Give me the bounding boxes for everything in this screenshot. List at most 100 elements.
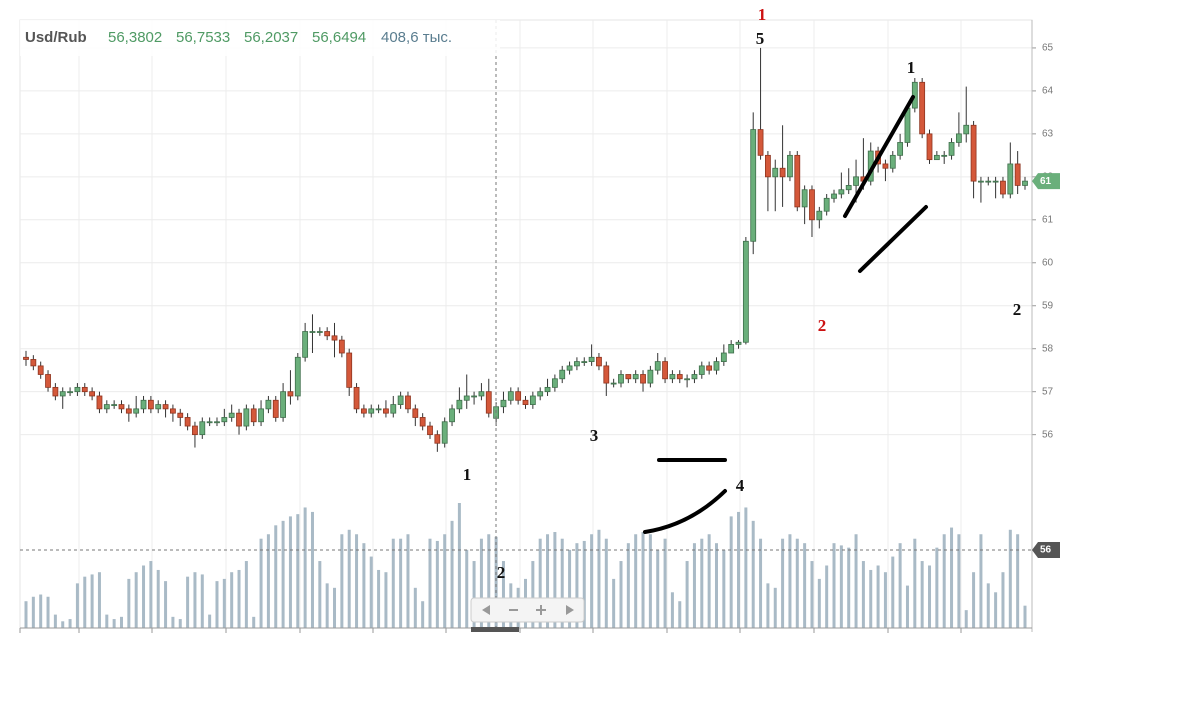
scrollbar-thumb[interactable] (471, 627, 519, 632)
header-bg (20, 20, 500, 56)
volume-bar (942, 534, 946, 628)
candle-body (177, 412, 184, 418)
candle-body (441, 421, 448, 444)
volume-bar (751, 520, 755, 628)
candle-body (757, 129, 764, 156)
volume-bar (707, 534, 711, 628)
candle-body (199, 421, 206, 436)
volume-bar (384, 572, 388, 628)
candle-body (67, 391, 73, 394)
volume-bar (737, 511, 741, 628)
candle-body (684, 378, 691, 381)
volume-bar (83, 576, 87, 628)
candle-body (507, 391, 514, 401)
nav-right[interactable] (566, 605, 574, 615)
candle-body (184, 417, 191, 427)
candle-body (853, 176, 859, 186)
volume-bar (347, 529, 351, 628)
volume-value: 408,6 тыс. (381, 29, 452, 46)
candle-body (294, 356, 301, 397)
candle-body (140, 399, 147, 410)
candle-body (809, 189, 815, 221)
nav-left[interactable] (482, 605, 490, 615)
candle-body (794, 154, 801, 208)
candle-body (698, 365, 705, 375)
volume-bar (266, 534, 270, 628)
candle-body (236, 412, 242, 427)
annotation: 4 (736, 476, 745, 495)
candle-body (463, 395, 470, 401)
volume-bar (1001, 572, 1005, 628)
volume-bar (31, 596, 35, 628)
candle-body (889, 154, 896, 169)
candle-body (214, 421, 220, 424)
volume-bar (53, 614, 57, 628)
candle-body (588, 356, 595, 362)
volume-bar (465, 549, 469, 628)
candle-body (456, 399, 463, 410)
candle-body (963, 124, 970, 135)
volume-bar (112, 619, 116, 628)
candle-body (96, 395, 103, 410)
candle-body (720, 352, 727, 362)
candle-body (948, 142, 955, 156)
annotation: 2 (1013, 300, 1022, 319)
volume-bar (164, 581, 168, 628)
volume-bar (766, 583, 770, 628)
candle-body (676, 374, 683, 380)
volume-bar (950, 527, 954, 628)
candle-body (529, 395, 536, 405)
volume-bar (935, 547, 939, 628)
volume-bar (1016, 534, 1020, 628)
annotation: 1 (758, 5, 767, 24)
volume-bar (920, 561, 924, 628)
candle-body (23, 356, 29, 360)
candle-body (405, 395, 411, 410)
volume-bar (142, 565, 146, 628)
volume-bar (134, 572, 138, 628)
high-value: 56,7533 (176, 29, 230, 46)
candle-body (485, 391, 492, 414)
volume-bar (986, 583, 990, 628)
volume-bar (237, 569, 241, 628)
y-tick-label: 56 (1042, 429, 1054, 440)
volume-bar (39, 594, 43, 628)
open-value: 56,3802 (108, 29, 162, 46)
last-price-badge (1032, 173, 1060, 190)
candle-body (742, 240, 749, 343)
volume-bar (810, 561, 814, 628)
candle-body (272, 399, 279, 418)
volume-bar (876, 565, 880, 628)
candle-body (338, 339, 345, 354)
volume-bar (281, 520, 285, 628)
candle-body (287, 391, 294, 397)
volume-bar (612, 578, 616, 628)
volume-bar (670, 592, 674, 628)
nav-zoom-in[interactable] (536, 605, 546, 615)
candle-body (133, 408, 140, 414)
volume-bar (531, 561, 535, 628)
candle-body (933, 154, 940, 161)
volume-bar (156, 569, 160, 628)
volume-bar (208, 614, 212, 628)
low-value: 56,2037 (244, 29, 298, 46)
candle-body (691, 374, 698, 380)
volume-bar (861, 561, 865, 628)
candle-body (581, 361, 588, 363)
volume-bar (171, 616, 175, 628)
candle-body (45, 374, 51, 388)
candle-body (640, 374, 646, 384)
candle-body (1007, 163, 1014, 195)
y-tick-label: 59 (1042, 300, 1054, 311)
candle-body (1014, 163, 1021, 186)
candle-body (419, 417, 426, 427)
annotation: 5 (756, 29, 765, 48)
candle-body (713, 361, 720, 371)
volume-bar (61, 621, 65, 628)
nav-zoom-out[interactable] (509, 609, 518, 611)
candle-body (992, 180, 999, 183)
volume-bar (340, 534, 344, 628)
volume-bar (663, 538, 667, 628)
volume-bar (230, 572, 234, 628)
candle-body (669, 374, 676, 380)
